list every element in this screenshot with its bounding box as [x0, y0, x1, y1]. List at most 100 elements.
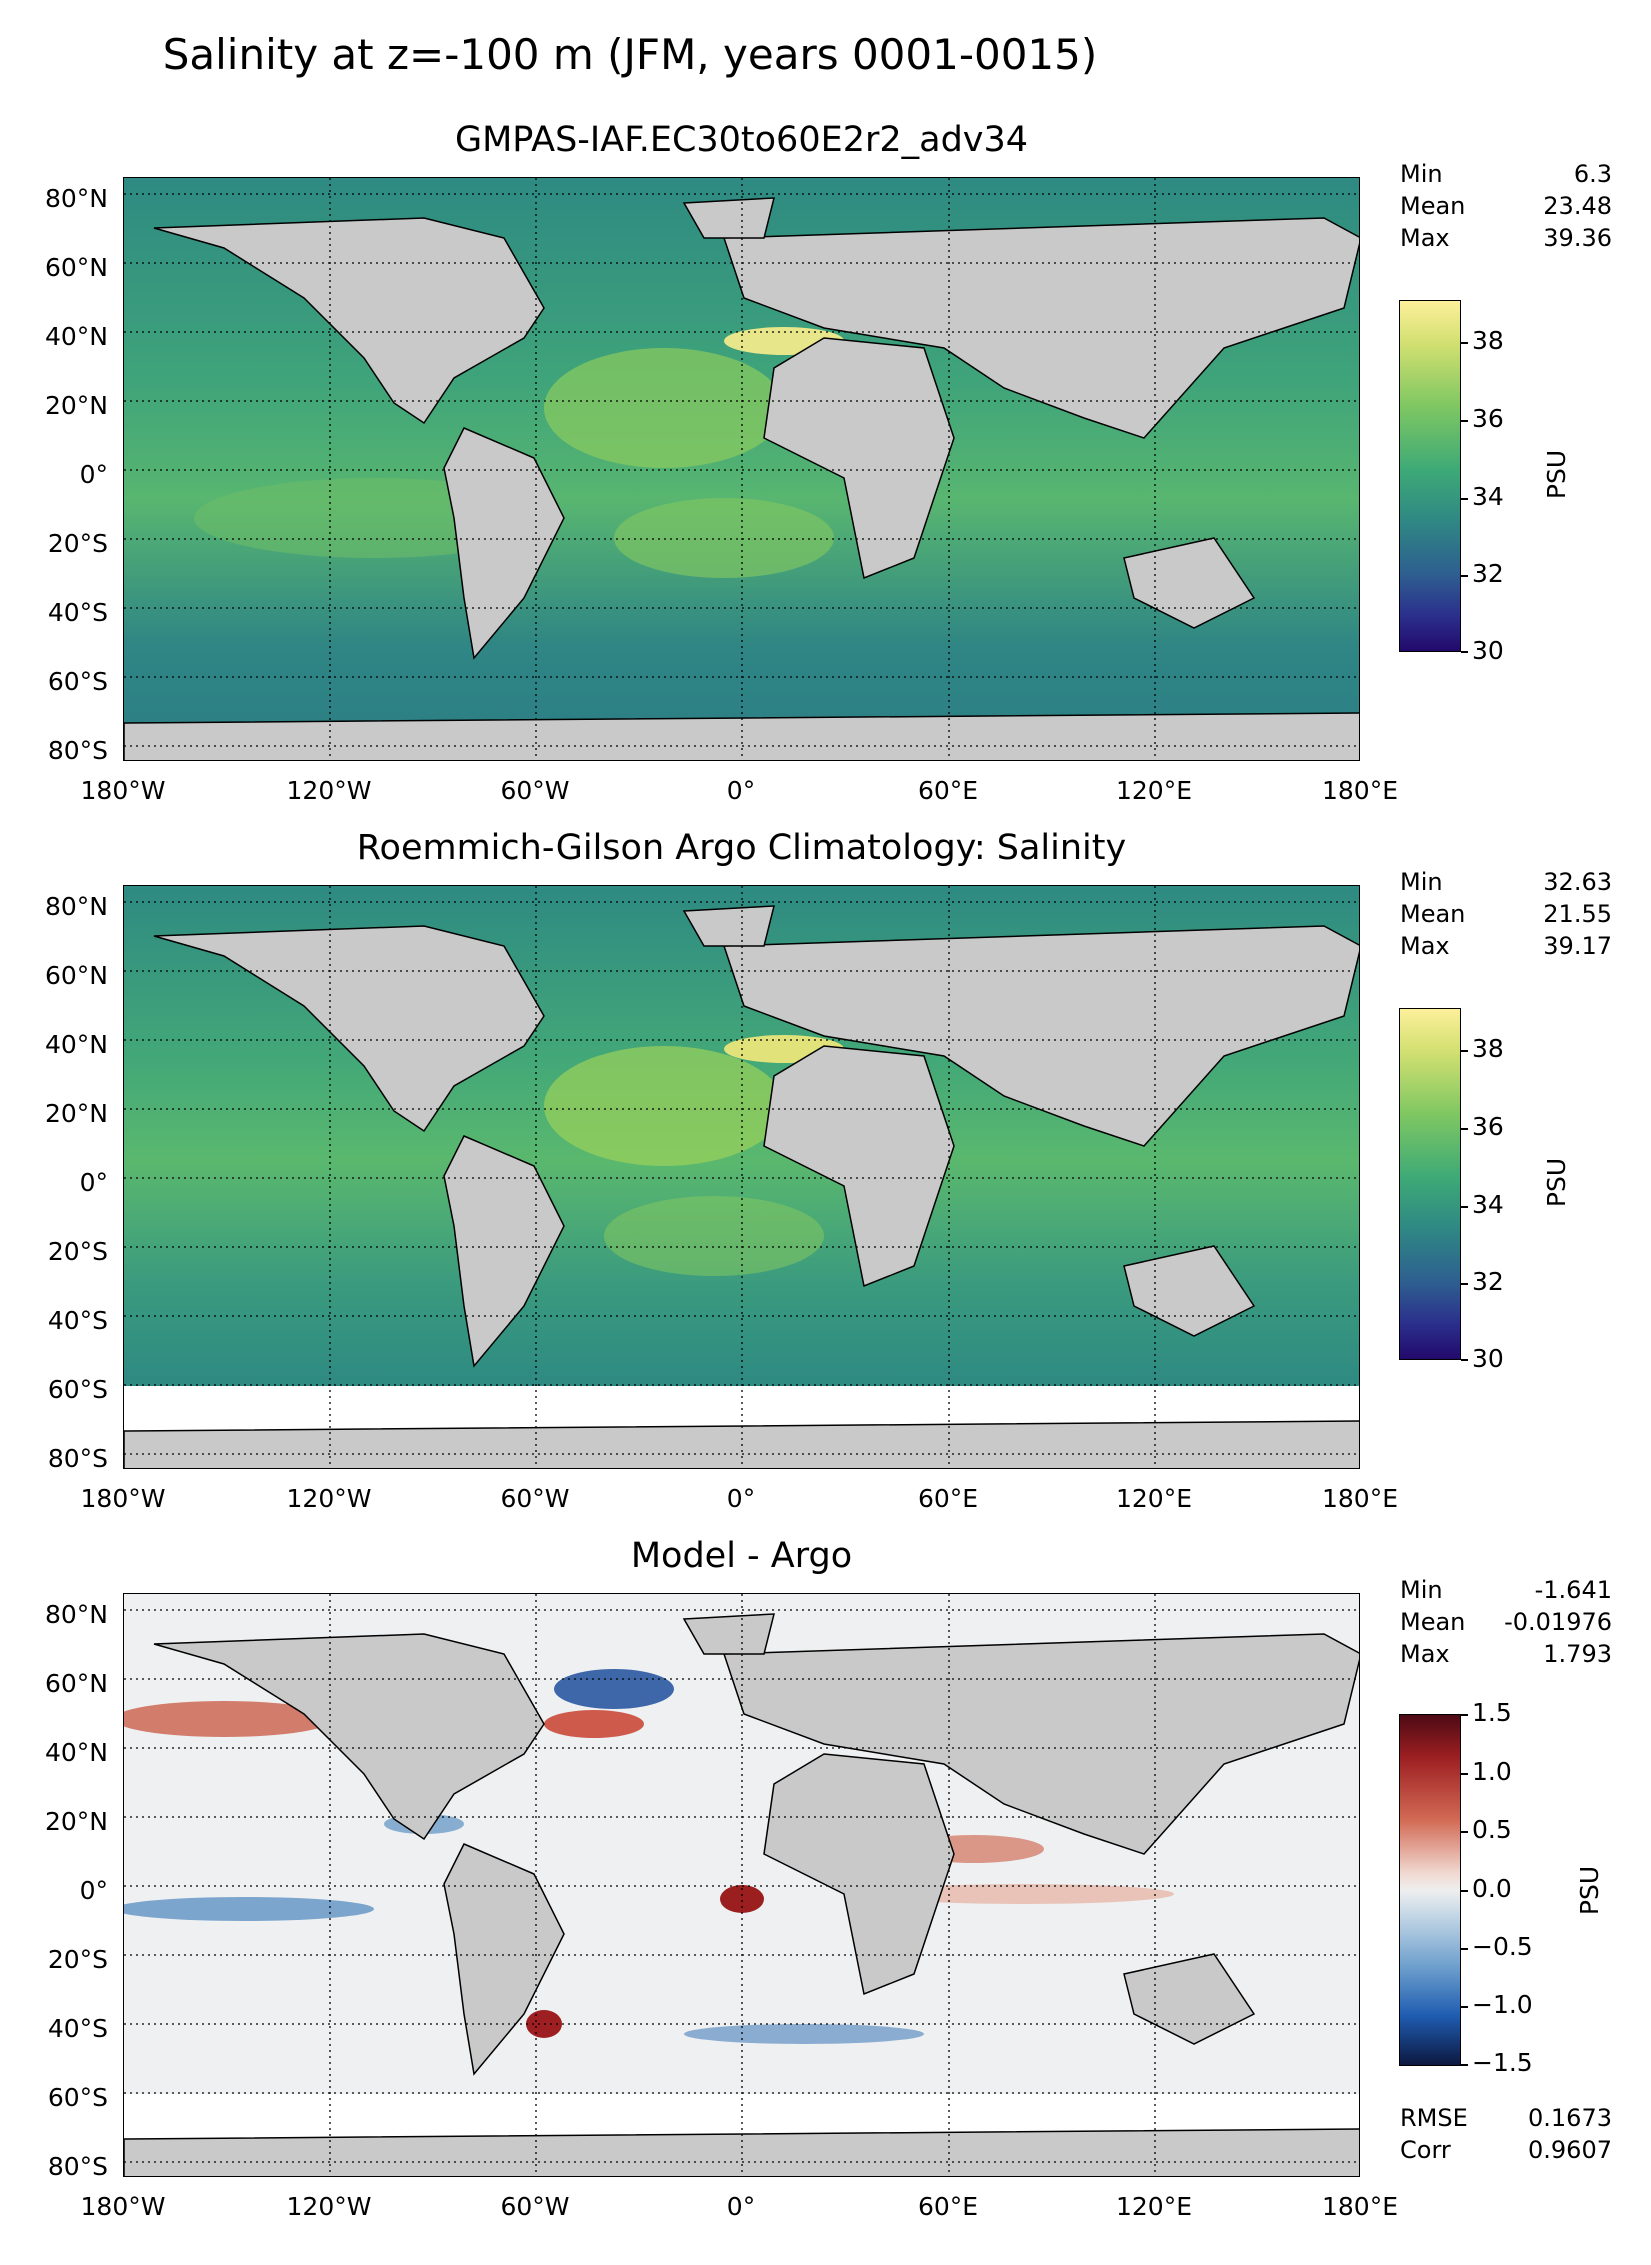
colorbar-tick — [1461, 2006, 1468, 2008]
y-tick-label: 40°S — [47, 2014, 108, 2043]
anomaly-positive — [544, 1710, 644, 1738]
map-plot — [124, 178, 1359, 760]
x-tick-label: 0° — [726, 1484, 756, 1513]
y-tick-label: 80°S — [47, 736, 108, 765]
colorbar-tick-label: 30 — [1472, 1344, 1504, 1373]
graticule — [124, 886, 1359, 1468]
colorbar-tick-label: 1.5 — [1472, 1698, 1512, 1727]
colorbar-tick-label: 34 — [1472, 482, 1504, 511]
panel-difference: Model - Argo — [0, 1536, 1651, 2256]
map-axes — [123, 177, 1360, 761]
map-axes — [123, 885, 1360, 1469]
x-tick-label: 180°W — [80, 1484, 166, 1513]
anomaly-negative — [554, 1669, 674, 1709]
colorbar-tick — [1461, 1206, 1468, 1208]
colorbar-tick — [1461, 575, 1468, 577]
colorbar-tick — [1461, 1890, 1468, 1892]
stat-label: Min — [1400, 160, 1443, 188]
stat-label: Mean — [1400, 192, 1466, 220]
x-tick-label: 120°E — [1115, 1484, 1192, 1513]
x-tick-label: 60°W — [500, 1484, 570, 1513]
y-tick-label: 60°N — [44, 1669, 108, 1698]
colorbar-tick-label: 38 — [1472, 1034, 1504, 1063]
colorbar-tick — [1461, 420, 1468, 422]
y-tick-label: 20°N — [44, 1807, 108, 1836]
colorbar-tick — [1461, 1948, 1468, 1950]
y-tick-label: 20°N — [44, 1099, 108, 1128]
x-tick-label: 120°E — [1115, 776, 1192, 805]
stat-label: Corr — [1400, 2136, 1451, 2164]
map-axes — [123, 1593, 1360, 2177]
colorbar — [1399, 1008, 1461, 1360]
x-tick-label: 60°E — [917, 2192, 979, 2221]
panel-model: GMPAS-IAF.EC30to60E2r2_adv34 — [0, 120, 1651, 840]
colorbar-tick-label: 0.0 — [1472, 1874, 1512, 1903]
y-tick-label: 60°N — [44, 253, 108, 282]
anomaly-positive — [124, 1701, 334, 1737]
stat-value: 0.1673 — [1528, 2104, 1612, 2132]
y-tick-label: 40°N — [44, 1738, 108, 1767]
stat-value: 6.3 — [1573, 160, 1612, 188]
colorbar-tick — [1461, 1773, 1468, 1775]
y-tick-label: 60°S — [47, 1375, 108, 1404]
stat-value: 39.17 — [1543, 932, 1612, 960]
x-tick-label: 60°W — [500, 2192, 570, 2221]
y-tick-label: 0° — [79, 1168, 108, 1197]
stat-value: 23.48 — [1543, 192, 1612, 220]
y-tick-label: 20°S — [47, 1237, 108, 1266]
colorbar-tick-label: 32 — [1472, 1267, 1504, 1296]
anomaly-negative — [124, 1897, 374, 1921]
x-tick-label: 180°W — [80, 2192, 166, 2221]
stat-label: Min — [1400, 868, 1443, 896]
south-atlantic-high — [614, 498, 834, 578]
y-tick-label: 80°N — [44, 1600, 108, 1629]
x-tick-label: 60°E — [917, 776, 979, 805]
y-tick-label: 80°S — [47, 2152, 108, 2181]
y-tick-label: 60°S — [47, 2083, 108, 2112]
y-tick-label: 20°S — [47, 1945, 108, 1974]
x-tick-label: 120°W — [286, 2192, 372, 2221]
x-tick-label: 0° — [726, 2192, 756, 2221]
colorbar — [1399, 300, 1461, 652]
y-tick-label: 0° — [79, 460, 108, 489]
y-tick-label: 20°S — [47, 529, 108, 558]
x-tick-label: 120°E — [1115, 2192, 1192, 2221]
colorbar-tick — [1461, 498, 1468, 500]
graticule — [124, 1594, 1359, 2176]
north-atlantic-high — [544, 348, 784, 468]
land-masses — [124, 1613, 1359, 2176]
colorbar-tick-label: 36 — [1472, 404, 1504, 433]
y-tick-label: 80°N — [44, 184, 108, 213]
x-tick-label: 120°W — [286, 1484, 372, 1513]
x-tick-label: 180°E — [1321, 776, 1398, 805]
colorbar-tick-label: 34 — [1472, 1190, 1504, 1219]
x-tick-label: 60°E — [917, 1484, 979, 1513]
y-tick-label: 80°N — [44, 892, 108, 921]
land-masses — [124, 197, 1359, 760]
map-plot — [124, 886, 1359, 1468]
colorbar-label: PSU — [1542, 449, 1572, 500]
error-stats-box: RMSE 0.1673 Corr 0.9607 — [1400, 2102, 1612, 2166]
stat-value: -0.01976 — [1504, 1608, 1612, 1636]
stat-label: Max — [1400, 1640, 1450, 1668]
stat-label: Mean — [1400, 900, 1466, 928]
stat-value: 21.55 — [1543, 900, 1612, 928]
colorbar-tick-label: −1.0 — [1472, 1990, 1533, 2019]
stat-label: Mean — [1400, 1608, 1466, 1636]
stats-box: Min 32.63 Mean 21.55 Max 39.17 — [1400, 866, 1612, 962]
y-tick-label: 40°N — [44, 322, 108, 351]
colorbar-tick-label: −1.5 — [1472, 2048, 1533, 2077]
south-atlantic-high — [604, 1196, 824, 1276]
colorbar-tick — [1461, 1050, 1468, 1052]
colorbar-tick-label: 32 — [1472, 559, 1504, 588]
colorbar-tick — [1461, 342, 1468, 344]
x-tick-label: 180°W — [80, 776, 166, 805]
colorbar-tick — [1461, 1283, 1468, 1285]
stat-value: 39.36 — [1543, 224, 1612, 252]
stat-value: -1.641 — [1534, 1576, 1612, 1604]
colorbar-label: PSU — [1575, 1865, 1605, 1916]
stat-label: RMSE — [1400, 2104, 1468, 2132]
y-tick-label: 0° — [79, 1876, 108, 1905]
graticule — [124, 178, 1359, 760]
stat-label: Min — [1400, 1576, 1443, 1604]
